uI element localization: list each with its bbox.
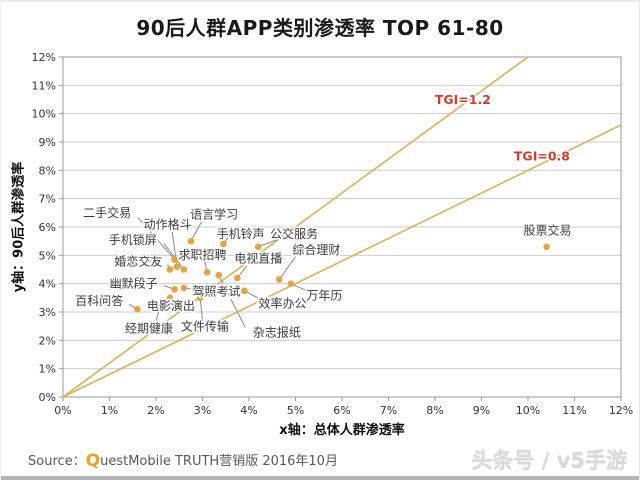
y-tick-label: 8%	[39, 164, 56, 177]
data-point	[196, 294, 204, 302]
y-tick-label: 10%	[32, 108, 56, 121]
data-point-label: 求职招聘	[178, 248, 226, 262]
data-point	[254, 243, 262, 251]
data-point	[203, 269, 211, 276]
data-point-label: 婚恋交友	[114, 254, 162, 269]
data-point-label: 手机锁屏	[109, 232, 157, 247]
data-point-label: 经期健康	[125, 320, 173, 335]
data-point-label: 万年历	[306, 289, 342, 303]
y-tick-label: 5%	[39, 249, 56, 262]
data-point-label: 公交服务	[270, 226, 318, 241]
y-tick-label: 1%	[39, 363, 56, 376]
questmobile-q-logo: Q	[85, 451, 101, 471]
y-tick-label: 6%	[39, 221, 56, 234]
x-tick-label: 3%	[194, 404, 211, 417]
leader-line	[278, 256, 296, 280]
data-point	[187, 237, 195, 245]
leader-line	[199, 297, 203, 322]
data-point	[220, 240, 227, 248]
x-tick-label: 11%	[562, 404, 586, 417]
data-point	[180, 266, 188, 273]
x-tick-label: 8%	[426, 404, 443, 417]
tgi-label: TGI=0.8	[514, 148, 570, 163]
data-point-label: 杂志报纸	[253, 324, 301, 339]
data-point-label: 手机铃声	[217, 226, 265, 241]
source-prefix: Source：	[28, 454, 86, 469]
data-point-label: 综合理财	[292, 242, 340, 257]
x-tick-label: 4%	[240, 404, 257, 417]
bottom-bar	[1, 476, 639, 480]
data-point	[543, 243, 550, 251]
data-point	[215, 271, 223, 279]
x-tick-label: 10%	[516, 404, 540, 417]
data-point-label: 百科问答	[75, 293, 123, 308]
leader-line	[190, 221, 203, 242]
data-point-label: 电影演出	[147, 298, 195, 313]
data-point	[134, 305, 141, 313]
data-point-label: 动作格斗	[144, 217, 192, 232]
x-tick-label: 12%	[609, 404, 633, 417]
x-tick-label: 7%	[380, 404, 397, 417]
watermark: 头条号 / v5手游	[471, 449, 627, 473]
leader-line	[244, 290, 263, 301]
data-point	[275, 276, 283, 283]
source-text: uestMobile TRUTH营销版 2016年10月	[100, 454, 338, 469]
source-line: Source：QuestMobile TRUTH营销版 2016年10月	[28, 450, 338, 471]
data-point	[166, 266, 174, 273]
x-tick-label: 1%	[101, 404, 118, 417]
tgi-reference-line	[62, 124, 622, 398]
y-axis-title: y轴：90后人群渗透率	[11, 161, 27, 293]
data-point	[180, 284, 188, 292]
y-tick-label: 2%	[39, 334, 56, 347]
x-tick-label: 6%	[333, 404, 350, 417]
data-point	[234, 274, 241, 282]
data-point	[166, 294, 174, 302]
data-point-label: 效率办公	[258, 296, 306, 311]
x-tick-label: 9%	[473, 404, 490, 417]
leader-line	[218, 274, 246, 328]
x-tick-label: 5%	[287, 404, 304, 417]
tgi-label: TGI=1.2	[435, 92, 491, 107]
x-tick-label: 0%	[54, 404, 71, 417]
data-point	[171, 256, 178, 263]
y-tick-label: 9%	[39, 136, 56, 149]
chart-title: 90后人群APP类别渗透率 TOP 61-80	[136, 16, 504, 40]
y-tick-label: 12%	[32, 51, 56, 64]
data-point-label: 语言学习	[190, 206, 238, 221]
data-point-label: 股票交易	[524, 222, 572, 237]
data-point	[241, 287, 248, 295]
x-tick-label: 2%	[147, 404, 164, 417]
tgi-reference-line	[62, 56, 529, 398]
scatter-chart: 0% 1% 2% 3% 4% 5% 6% 7% 8% 9% 10% 11% 12% 0% 1% 2% 3% 4% 5…	[32, 51, 634, 417]
leader-line	[137, 217, 175, 260]
x-axis-title: x轴：总体人群渗透率	[279, 423, 405, 438]
y-tick-label: 3%	[39, 306, 56, 319]
y-tick-label: 0%	[39, 391, 56, 404]
data-point-label: 电视直播	[234, 251, 282, 266]
leader-line	[258, 239, 278, 248]
data-point-label: 幽默段子	[110, 276, 158, 291]
y-tick-label: 11%	[32, 79, 56, 92]
data-point-label: 驾照考试	[192, 284, 240, 299]
data-point	[173, 263, 181, 270]
data-point-label: 文件传输	[181, 319, 229, 334]
data-point	[157, 298, 164, 306]
y-tick-label: 4%	[39, 278, 56, 291]
y-tick-label: 7%	[39, 193, 56, 206]
leader-line	[155, 301, 162, 323]
data-point	[171, 286, 178, 293]
data-point-label: 二手交易	[83, 205, 131, 220]
data-point	[287, 280, 295, 287]
